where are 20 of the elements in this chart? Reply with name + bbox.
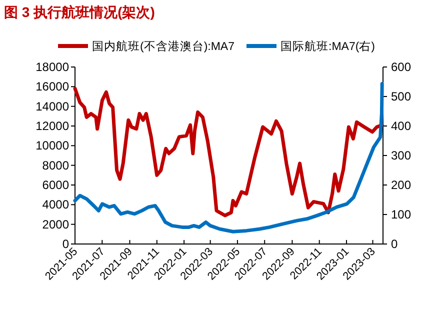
y2-tick-label: 300 <box>391 148 412 162</box>
y-tick-label: 18000 <box>36 60 70 74</box>
chart-title: 图 3 执行航班情况(架次) <box>4 4 155 20</box>
y2-tick-label: 200 <box>391 178 412 192</box>
y2-tick-label: 400 <box>391 119 412 133</box>
legend-label: 国内航班(不含港澳台):MA7 <box>92 39 234 53</box>
y-tick-label: 6000 <box>42 178 70 192</box>
legend-label: 国际航班:MA7(右) <box>280 39 376 53</box>
y-tick-label: 2000 <box>42 217 70 232</box>
y-tick-label: 8000 <box>42 158 70 172</box>
y-tick-label: 10000 <box>36 138 70 153</box>
y2-tick-label: 500 <box>391 90 412 104</box>
y-tick-label: 14000 <box>36 99 70 114</box>
y-tick-label: 16000 <box>36 80 70 94</box>
y-tick-label: 12000 <box>36 119 70 133</box>
y-tick-label: 4000 <box>42 198 70 212</box>
y2-tick-label: 0 <box>391 237 398 251</box>
y-tick-label: 0 <box>62 237 70 251</box>
y2-tick-label: 600 <box>391 60 412 74</box>
y2-tick-label: 100 <box>391 208 412 222</box>
